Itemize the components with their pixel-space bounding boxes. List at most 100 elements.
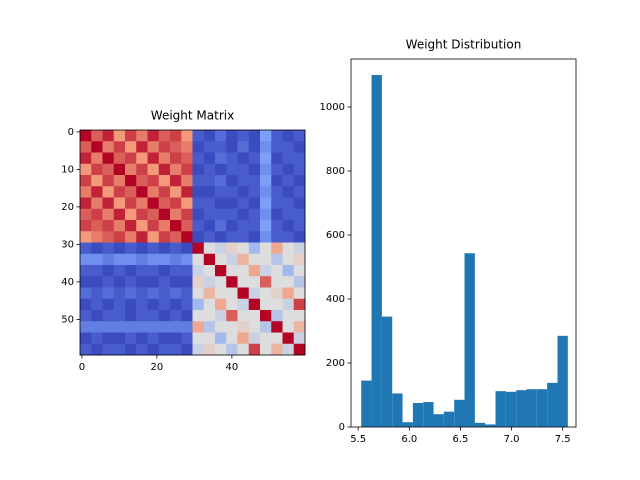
heatmap-cell <box>91 276 103 288</box>
heatmap-cell <box>271 163 283 176</box>
heatmap-cell <box>80 220 92 232</box>
heatmap-cell <box>203 343 216 356</box>
heatmap-cell <box>237 130 250 142</box>
heatmap-cell <box>102 152 115 165</box>
heatmap-cell <box>113 231 126 243</box>
heatmap-cell <box>192 208 205 221</box>
heatmap-cell <box>158 265 171 277</box>
heatmap-cell <box>271 141 283 153</box>
heatmap-cell <box>226 242 238 255</box>
heatmap-cell <box>158 310 171 322</box>
heatmap-cell <box>226 321 238 333</box>
heatmap-cell <box>136 197 148 210</box>
heatmap-cell <box>113 197 126 210</box>
heatmap-cell <box>158 343 171 356</box>
heatmap-cell <box>91 163 103 176</box>
heatmap-cell <box>203 197 216 210</box>
heatmap-cell <box>170 242 182 255</box>
heatmap-cell <box>237 276 250 288</box>
y-tick-label: 30 <box>61 239 74 250</box>
heatmap-cell <box>125 231 137 243</box>
heatmap-cell <box>237 208 250 221</box>
heatmap-cell <box>147 332 160 345</box>
heatmap-cell <box>102 332 115 345</box>
heatmap-cell <box>203 152 216 165</box>
x-tick-label: 6.5 <box>452 434 468 445</box>
x-tick-label: 7.5 <box>555 434 571 445</box>
heatmap-cell <box>237 163 250 176</box>
heatmap-cell <box>271 343 283 356</box>
heatmap-cell <box>203 175 216 187</box>
heatmap-cell <box>125 253 137 266</box>
heatmap-cell <box>147 208 160 221</box>
heatmap-cell <box>226 163 238 176</box>
heatmap-cell <box>248 310 261 322</box>
heatmap-cell <box>147 343 160 356</box>
heatmap-cell <box>125 332 137 345</box>
heatmap-cell <box>125 298 137 311</box>
heatmap-cell <box>170 321 182 333</box>
heatmap-cell <box>125 152 137 165</box>
heatmap-cell <box>136 287 148 300</box>
heatmap-cell <box>158 287 171 300</box>
heatmap-cell <box>282 310 295 322</box>
heatmap-cell <box>293 220 306 232</box>
heatmap-cell <box>80 208 92 221</box>
heatmap-cell <box>113 220 126 232</box>
heatmap-cell <box>237 242 250 255</box>
y-tick-label: 0 <box>339 422 345 433</box>
heatmap-cell <box>170 186 182 198</box>
heatmap-cell <box>102 231 115 243</box>
heatmap-cell <box>80 186 92 198</box>
heatmap-cell <box>260 175 272 187</box>
y-tick-label: 200 <box>326 358 345 369</box>
heatmap-cell <box>147 287 160 300</box>
histogram-bar <box>454 399 465 427</box>
heatmap-cell <box>170 253 182 266</box>
heatmap-cell <box>136 242 148 255</box>
heatmap-cell <box>181 321 193 333</box>
heatmap-cell <box>271 321 283 333</box>
heatmap-cell <box>102 186 115 198</box>
heatmap-cell <box>203 298 216 311</box>
heatmap-cell <box>282 175 295 187</box>
heatmap-cell <box>260 287 272 300</box>
heatmap-cell <box>102 343 115 356</box>
heatmap-cell <box>248 186 261 198</box>
heatmap-cell <box>282 276 295 288</box>
heatmap-cell <box>203 231 216 243</box>
histogram-bar <box>402 422 413 427</box>
heatmap-cell <box>136 321 148 333</box>
heatmap-cell <box>158 152 171 165</box>
heatmap-cell <box>282 287 295 300</box>
heatmap-cell <box>147 186 160 198</box>
heatmap-cell <box>260 163 272 176</box>
heatmap-cell <box>170 310 182 322</box>
heatmap-cell <box>260 253 272 266</box>
heatmap-cell <box>91 231 103 243</box>
heatmap-cell <box>80 265 92 277</box>
heatmap-cell <box>203 186 216 198</box>
heatmap-cell <box>293 152 306 165</box>
heatmap-cell <box>282 332 295 345</box>
heatmap-cell <box>181 141 193 153</box>
heatmap-cell <box>181 208 193 221</box>
heatmap-cell <box>260 321 272 333</box>
heatmap-cell <box>136 265 148 277</box>
heatmap-cell <box>203 163 216 176</box>
heatmap-cell <box>226 253 238 266</box>
heatmap-cell <box>125 175 137 187</box>
heatmap-cell <box>237 186 250 198</box>
histogram-bar <box>433 414 444 427</box>
heatmap-cell <box>271 242 283 255</box>
heatmap-cell <box>102 208 115 221</box>
heatmap-cell <box>271 175 283 187</box>
heatmap-cell <box>147 310 160 322</box>
heatmap-cell <box>181 175 193 187</box>
heatmap-cell <box>125 220 137 232</box>
heatmap-cell <box>248 130 261 142</box>
heatmap-cell <box>91 298 103 311</box>
heatmap-cell <box>293 141 306 153</box>
heatmap-cell <box>203 242 216 255</box>
heatmap-cell <box>271 265 283 277</box>
